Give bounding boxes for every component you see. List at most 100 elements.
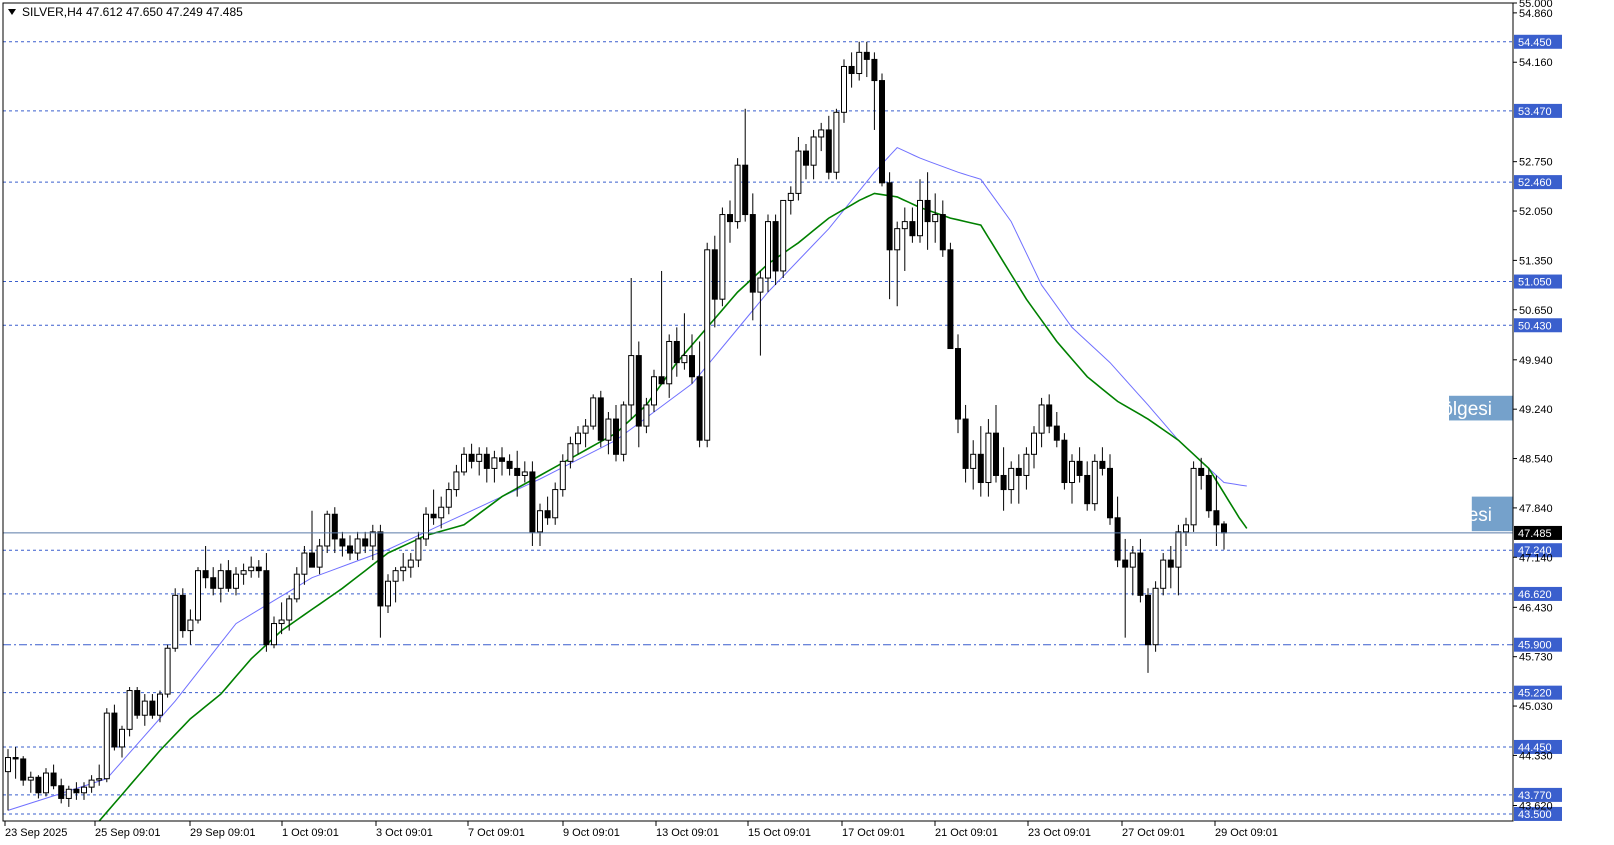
candle-body	[993, 432, 999, 476]
price-tick-label: 47.140	[1519, 552, 1553, 564]
candle-body	[354, 538, 361, 554]
candle-body	[628, 355, 635, 406]
level-price-box	[1514, 806, 1562, 821]
candle-body	[841, 65, 847, 113]
candle-body	[955, 348, 961, 420]
candle-body	[119, 728, 125, 748]
price-tick-label: 50.650	[1519, 305, 1553, 317]
candle-body	[1198, 467, 1205, 476]
candle-body	[81, 786, 87, 794]
level-price-box	[1514, 175, 1562, 190]
candle-body	[324, 513, 331, 547]
triangle-down-icon[interactable]	[8, 9, 16, 15]
candle-body	[483, 453, 490, 469]
level-price-box	[1514, 787, 1562, 802]
candle-body	[582, 425, 589, 434]
price-tick-label: 48.540	[1519, 454, 1553, 466]
candle-body	[1038, 404, 1045, 434]
candle-body	[1152, 587, 1159, 646]
candle-body	[195, 570, 201, 621]
candle-body	[734, 164, 741, 223]
candle-body	[1015, 467, 1022, 476]
candle-body	[613, 418, 619, 455]
candle-body	[415, 538, 422, 561]
candle-body	[491, 457, 498, 469]
candle-body	[1069, 460, 1075, 484]
candle-body	[240, 570, 247, 575]
candle-body	[293, 573, 300, 600]
candle-body	[217, 570, 224, 589]
candle-body	[73, 788, 80, 794]
candle-body	[301, 552, 308, 575]
candle-body	[233, 573, 239, 589]
candle-body	[111, 712, 118, 748]
candle-body	[620, 404, 627, 455]
symbol-label: SILVER,H4	[22, 5, 83, 19]
candle-body	[742, 164, 749, 216]
candle-body	[1114, 517, 1121, 561]
zone-box	[1471, 496, 1513, 532]
level-price-label: 44.450	[1518, 742, 1552, 754]
candle-body	[377, 531, 384, 607]
level-price-label: 46.620	[1518, 589, 1552, 601]
candle-body	[985, 432, 992, 484]
candle-body	[202, 570, 209, 579]
time-tick-label: 15 Oct 09:01	[748, 827, 811, 839]
current-price-label: 47.485	[1518, 528, 1552, 540]
candle-body	[453, 471, 460, 491]
level-price-label: 45.220	[1518, 688, 1552, 700]
zone-box	[1449, 395, 1513, 421]
level-price-box	[1514, 739, 1562, 754]
candle-body	[96, 778, 103, 781]
candle-body	[164, 647, 171, 695]
candle-body	[1175, 531, 1182, 568]
price-tick-label: 47.840	[1519, 503, 1553, 515]
price-tick-label: 51.350	[1519, 255, 1553, 267]
candle-body	[886, 182, 893, 251]
candle-body	[765, 221, 771, 279]
time-tick-label: 1 Oct 09:01	[282, 827, 339, 839]
candle-body	[970, 453, 977, 469]
candle-body	[1091, 460, 1098, 505]
time-tick-label: 7 Oct 09:01	[468, 827, 525, 839]
candle-body	[529, 471, 536, 533]
candle-body	[879, 80, 885, 184]
candle-body	[468, 453, 475, 462]
candle-body	[856, 51, 863, 75]
candle-body	[635, 355, 642, 427]
candle-body	[134, 690, 141, 716]
candle-body	[210, 577, 217, 589]
price-tick-label: 45.730	[1519, 652, 1553, 664]
candle-body	[962, 418, 969, 469]
candle-body	[605, 418, 612, 441]
candle-body	[1160, 559, 1167, 589]
candle-body	[552, 489, 559, 519]
candle-body	[704, 249, 711, 441]
candle-body	[863, 51, 870, 60]
candle-body	[1107, 467, 1113, 519]
time-tick-label: 27 Oct 09:01	[1122, 827, 1185, 839]
level-price-label: 43.500	[1518, 809, 1552, 821]
candle-body	[1205, 474, 1212, 512]
time-tick-label: 9 Oct 09:01	[563, 827, 620, 839]
time-tick-label: 25 Sep 09:01	[95, 827, 160, 839]
level-price-label: 51.050	[1518, 277, 1552, 289]
candle-body	[1084, 474, 1091, 505]
price-tick-label: 54.160	[1519, 57, 1553, 69]
candle-body	[1000, 474, 1007, 491]
candle-body	[27, 776, 34, 781]
candle-body	[727, 214, 733, 223]
candle-body	[5, 757, 11, 773]
candle-body	[977, 453, 984, 484]
candle-body	[445, 489, 452, 508]
time-tick-label: 23 Sep 2025	[5, 827, 67, 839]
candle-body	[780, 199, 787, 272]
candle-body	[278, 619, 285, 625]
candle-body	[1046, 404, 1053, 427]
candle-body	[924, 199, 931, 223]
candle-body	[590, 397, 597, 427]
candle-body	[286, 598, 293, 621]
plot-frame	[2, 2, 1514, 822]
